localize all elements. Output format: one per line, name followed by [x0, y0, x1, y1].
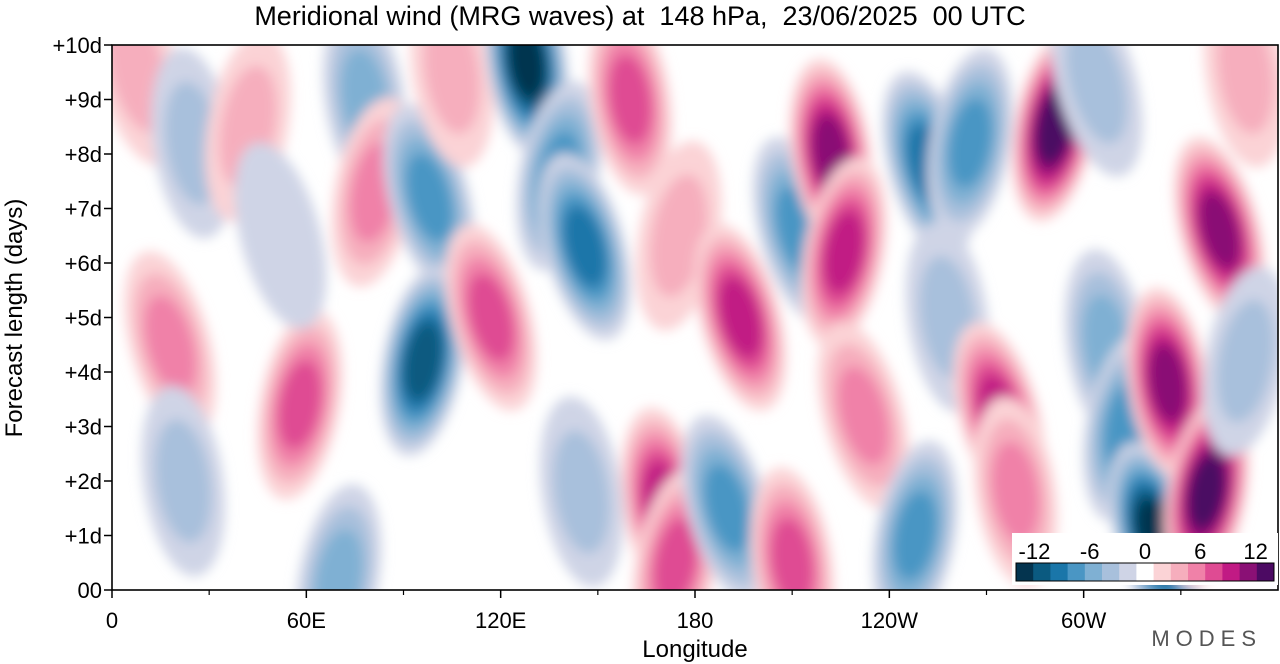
colorbar-tick-label: -12	[1019, 539, 1051, 564]
colorbar-tick-label: 12	[1243, 539, 1267, 564]
field-feature	[141, 385, 226, 577]
y-tick-label: +3d	[65, 415, 102, 440]
field-feature	[380, 266, 466, 456]
heatmap-field	[112, 45, 1278, 590]
colorbar-swatch	[1119, 563, 1137, 581]
field-feature	[750, 467, 834, 590]
y-tick-label: +2d	[65, 469, 102, 494]
field-feature	[295, 484, 382, 590]
field-feature	[588, 45, 673, 195]
field-feature	[801, 157, 887, 347]
colorbar-swatch	[1170, 563, 1189, 581]
y-tick-label: +7d	[65, 197, 102, 222]
y-tick-label: +6d	[65, 251, 102, 276]
field-feature	[872, 440, 959, 590]
x-tick-label: 0	[106, 608, 118, 633]
colorbar-swatch	[1084, 563, 1103, 581]
colorbar-frame	[1015, 562, 1275, 582]
field-feature	[694, 224, 787, 411]
colorbar-tick-label: 0	[1139, 539, 1151, 564]
y-tick-label: +8d	[65, 142, 102, 167]
x-axis: 0 60E 120E 180 120W 60W	[106, 590, 1182, 633]
field-feature	[1203, 45, 1278, 168]
colorbar-swatch	[1205, 563, 1223, 581]
field-feature	[410, 45, 494, 168]
colorbar-swatch	[1050, 563, 1069, 581]
colorbar-tick-label: -6	[1080, 539, 1100, 564]
colorbar-swatch	[1016, 563, 1034, 581]
x-tick-label: 60W	[1061, 608, 1106, 633]
x-tick-label: 120E	[475, 608, 526, 633]
colorbar-swatch	[1188, 563, 1206, 581]
field-feature	[1202, 266, 1278, 456]
y-tick-label: +10d	[52, 33, 102, 58]
colorbar-swatch	[1239, 563, 1258, 581]
field-feature	[538, 153, 631, 340]
field-feature	[1173, 136, 1266, 324]
y-axis-label: Forecast length (days)	[1, 199, 28, 438]
colorbar-swatch	[1222, 563, 1241, 581]
colorbar-swatch	[1136, 563, 1155, 581]
colorbar-swatch	[1033, 563, 1051, 581]
x-axis-label: Longitude	[642, 636, 747, 663]
field-feature	[234, 142, 327, 330]
field-feature	[927, 48, 1014, 238]
field-feature	[1050, 45, 1143, 177]
modes-logo: MODES	[1151, 626, 1262, 651]
y-tick-label: 00	[78, 578, 102, 603]
field-feature	[681, 414, 774, 590]
colorbar-swatch	[1153, 563, 1172, 581]
chart-title: Meridional wind (MRG waves) at 148 hPa, …	[254, 1, 1026, 31]
x-tick-label: 180	[677, 608, 714, 633]
field-feature	[257, 309, 343, 500]
y-axis: 00 +1d +2d +3d +4d +5d +6d +7d +8d +9d +10d	[52, 33, 112, 603]
field-feature	[539, 396, 624, 588]
colorbar-swatch	[1102, 563, 1120, 581]
field-feature	[445, 224, 537, 411]
y-tick-label: +4d	[65, 360, 102, 385]
x-tick-label: 60E	[287, 608, 326, 633]
colorbar-swatch	[1256, 563, 1275, 581]
colorbar-swatch	[1067, 563, 1086, 581]
field-feature	[789, 58, 873, 250]
y-tick-label: +1d	[65, 524, 102, 549]
colorbar-tick-label: 6	[1194, 539, 1206, 564]
colorbar: -12 -6 0 6 12	[1012, 533, 1278, 585]
y-tick-label: +5d	[65, 306, 102, 331]
field-feature	[817, 322, 910, 509]
field-feature	[124, 251, 217, 439]
x-tick-label: 120W	[861, 608, 919, 633]
y-tick-label: +9d	[65, 88, 102, 113]
